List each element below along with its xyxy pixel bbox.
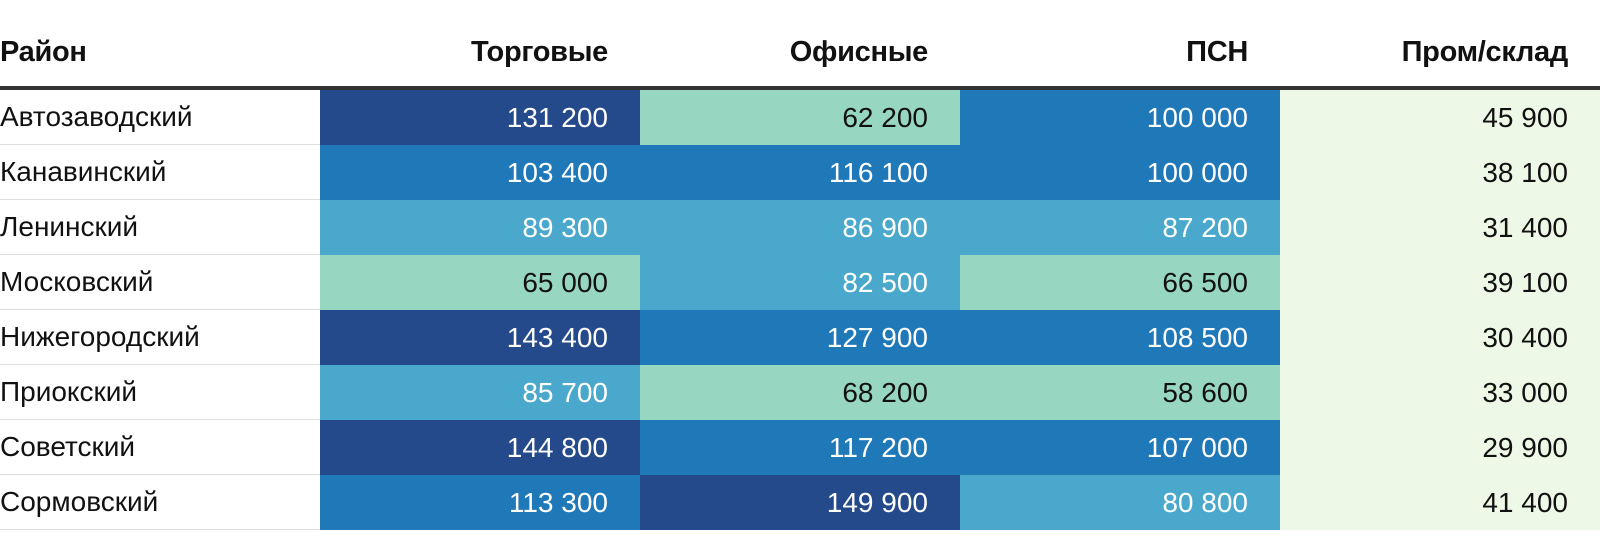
district-name-cell: Нижегородский [0, 310, 320, 365]
district-name-cell: Ленинский [0, 200, 320, 255]
district-name-cell: Советский [0, 420, 320, 475]
heatmap-cell: 100 000 [960, 90, 1280, 145]
column-header-industrial: Пром/склад [1401, 35, 1569, 68]
heatmap-table: Район Торговые Офисные ПСН Пром/склад Ав… [0, 18, 1600, 530]
district-name-cell: Московский [0, 255, 320, 310]
heatmap-cell: 68 200 [640, 365, 960, 420]
heatmap-cell: 29 900 [1280, 420, 1600, 475]
column-header-office: Офисные [789, 35, 929, 68]
heatmap-cell: 38 100 [1280, 145, 1600, 200]
table-body: Автозаводский 131 200 62 200 100 000 45 900 К… [0, 90, 1600, 530]
table-row: Ленинский 89 300 86 900 87 200 31 400 [0, 200, 1600, 255]
heatmap-cell: 131 200 [320, 90, 640, 145]
table-row: Приокский 85 700 68 200 58 600 33 000 [0, 365, 1600, 420]
heatmap-cell: 127 900 [640, 310, 960, 365]
table-row: Советский 144 800 117 200 107 000 29 900 [0, 420, 1600, 475]
heatmap-cell: 85 700 [320, 365, 640, 420]
heatmap-cell: 89 300 [320, 200, 640, 255]
heatmap-cell: 116 100 [640, 145, 960, 200]
heatmap-cell: 66 500 [960, 255, 1280, 310]
heatmap-cell: 65 000 [320, 255, 640, 310]
heatmap-cell: 86 900 [640, 200, 960, 255]
heatmap-cell: 87 200 [960, 200, 1280, 255]
header-row: Район Торговые Офисные ПСН Пром/склад [0, 18, 1600, 90]
table-row: Московский 65 000 82 500 66 500 39 100 [0, 255, 1600, 310]
heatmap-cell: 80 800 [960, 475, 1280, 530]
heatmap-cell: 100 000 [960, 145, 1280, 200]
district-name-cell: Автозаводский [0, 90, 320, 145]
heatmap-cell: 58 600 [960, 365, 1280, 420]
table-row: Нижегородский 143 400 127 900 108 500 30 400 [0, 310, 1600, 365]
heatmap-cell: 62 200 [640, 90, 960, 145]
table-row: Канавинский 103 400 116 100 100 000 38 100 [0, 145, 1600, 200]
table-row: Сормовский 113 300 149 900 80 800 41 400 [0, 475, 1600, 530]
heatmap-cell: 41 400 [1280, 475, 1600, 530]
heatmap-cell: 45 900 [1280, 90, 1600, 145]
district-name-cell: Канавинский [0, 145, 320, 200]
column-header-psn: ПСН [1186, 35, 1248, 68]
heatmap-cell: 143 400 [320, 310, 640, 365]
heatmap-cell: 103 400 [320, 145, 640, 200]
heatmap-cell: 107 000 [960, 420, 1280, 475]
heatmap-cell: 144 800 [320, 420, 640, 475]
heatmap-cell: 33 000 [1280, 365, 1600, 420]
heatmap-cell: 31 400 [1280, 200, 1600, 255]
heatmap-cell: 30 400 [1280, 310, 1600, 365]
table-row: Автозаводский 131 200 62 200 100 000 45 900 [0, 90, 1600, 145]
column-header-district: Район [0, 35, 87, 68]
heatmap-cell: 108 500 [960, 310, 1280, 365]
column-header-retail: Торговые [470, 35, 608, 68]
district-name-cell: Приокский [0, 365, 320, 420]
heatmap-cell: 117 200 [640, 420, 960, 475]
heatmap-cell: 149 900 [640, 475, 960, 530]
heatmap-cell: 113 300 [320, 475, 640, 530]
heatmap-cell: 39 100 [1280, 255, 1600, 310]
district-name-cell: Сормовский [0, 475, 320, 530]
heatmap-cell: 82 500 [640, 255, 960, 310]
